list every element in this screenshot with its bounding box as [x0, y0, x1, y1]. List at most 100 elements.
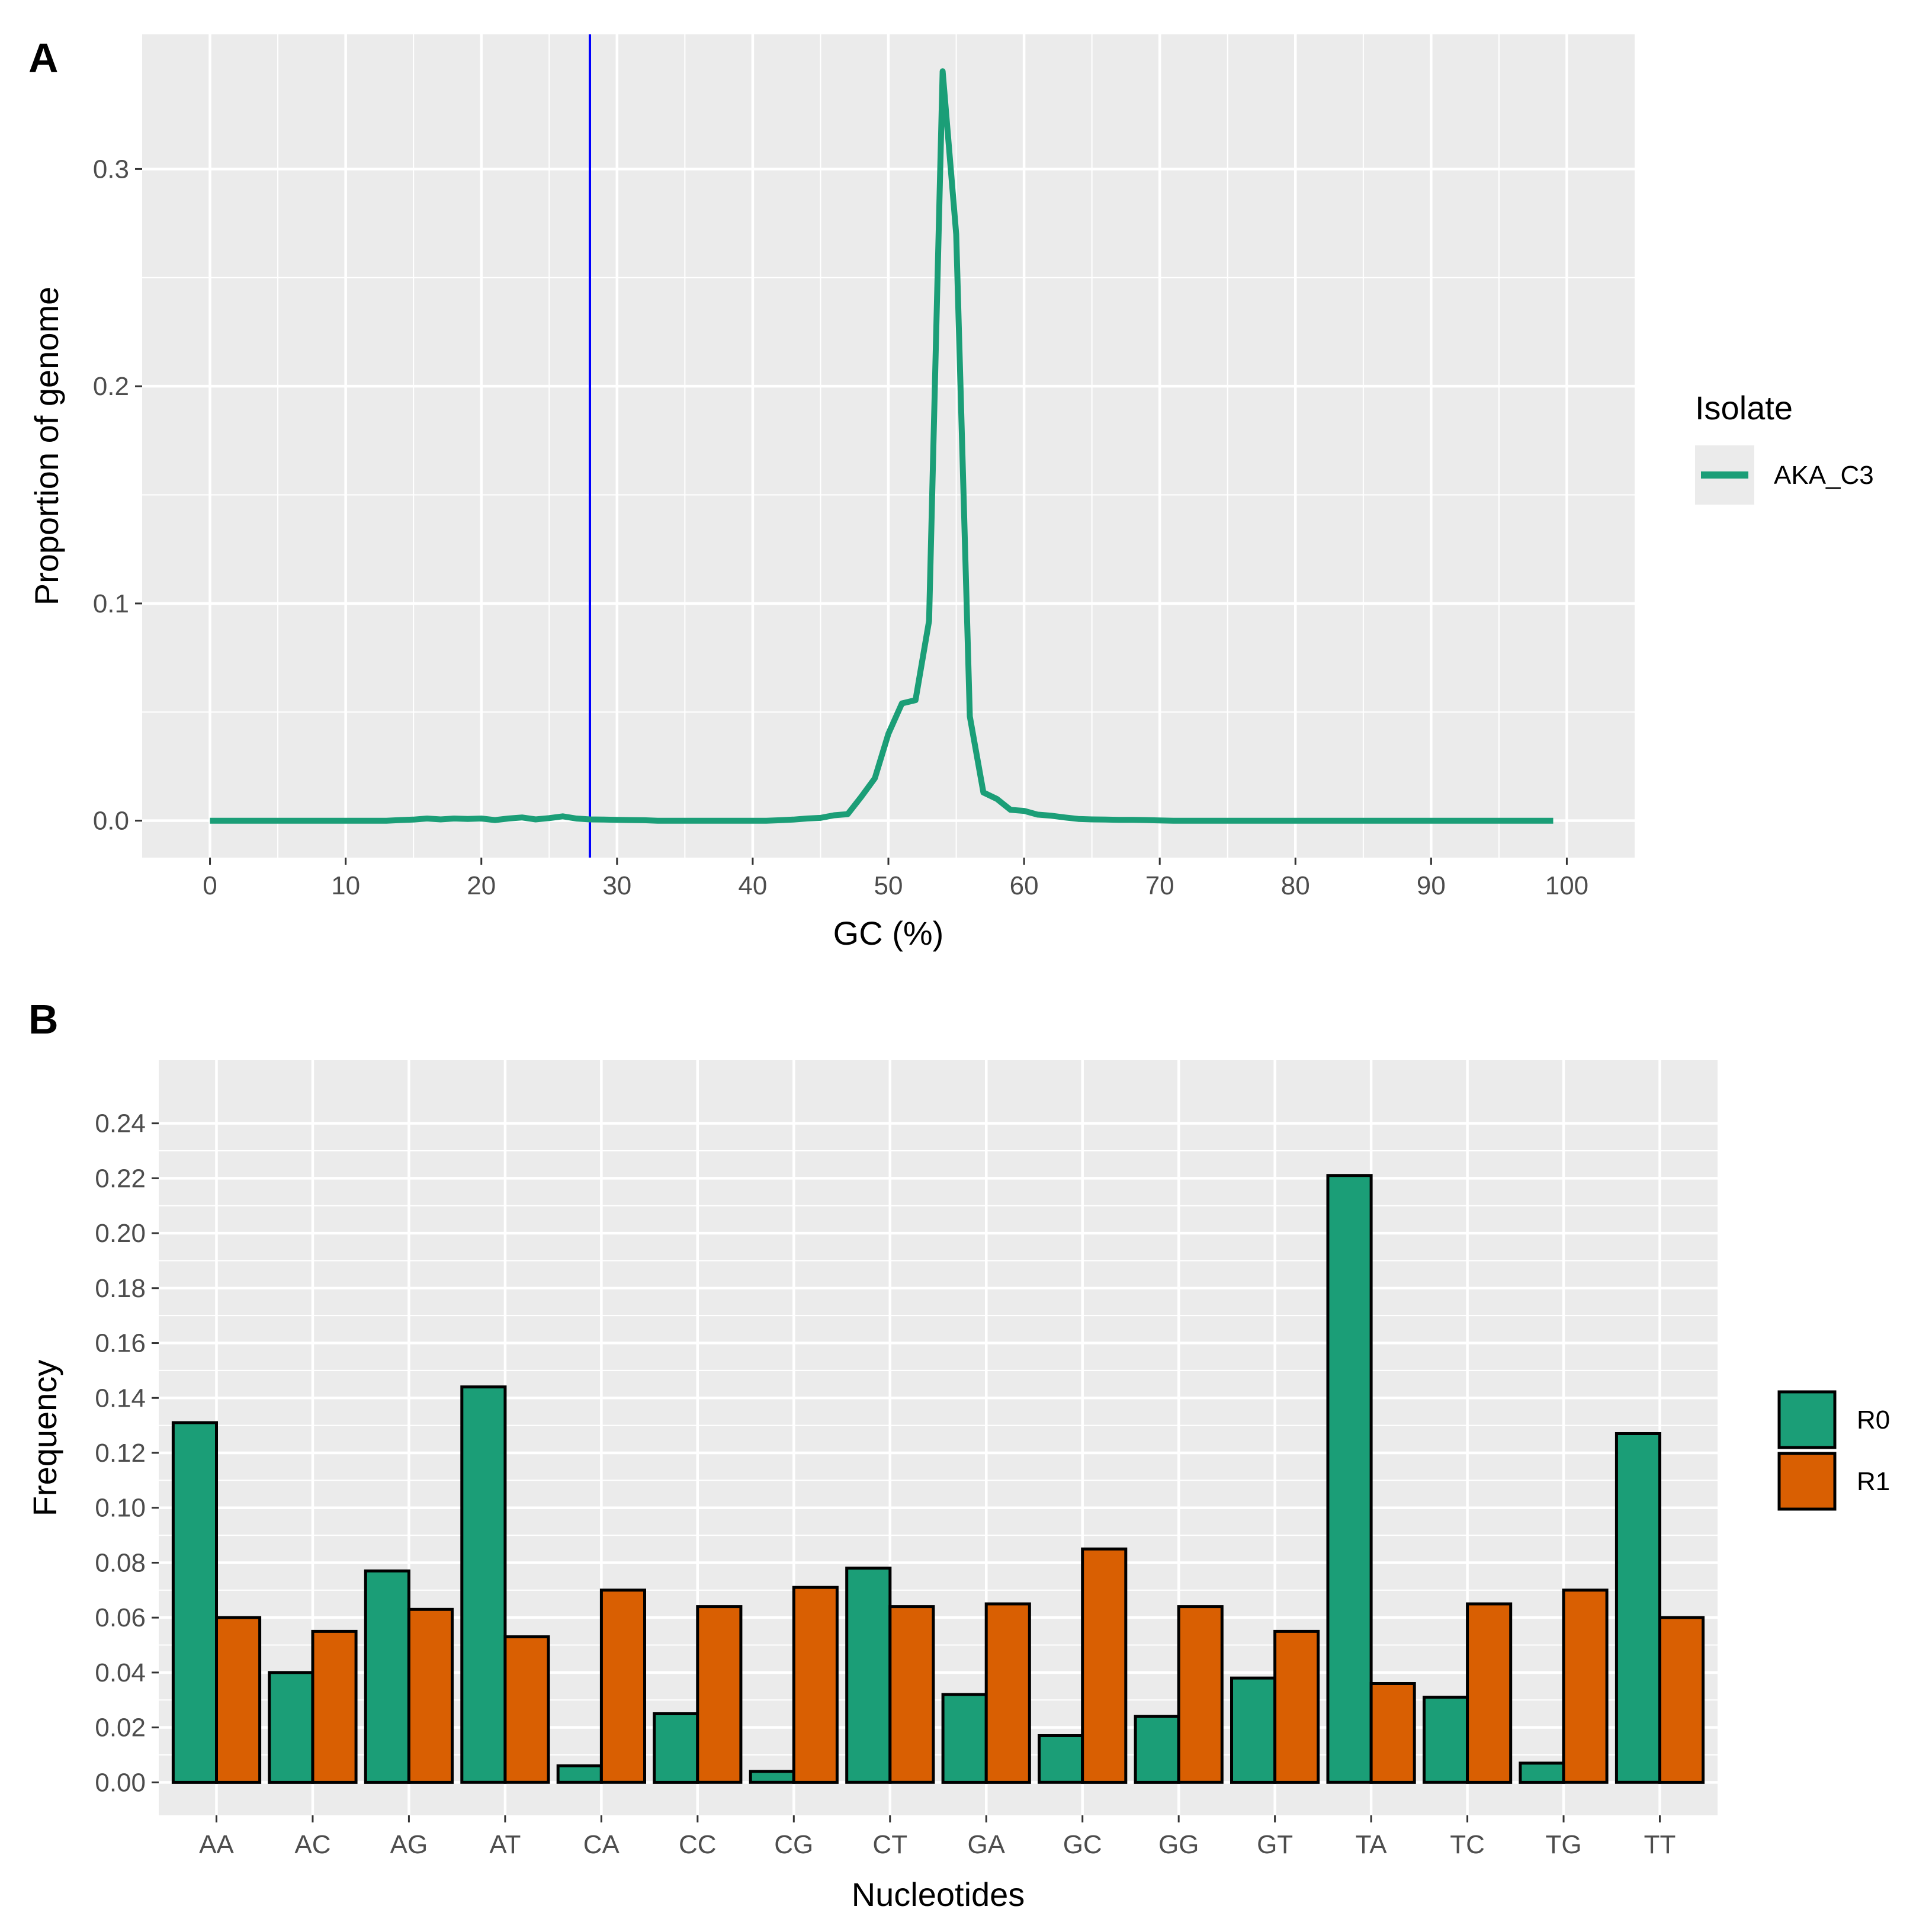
bar-r1-tt: [1658, 1616, 1705, 1784]
bar-r1-ac: [311, 1629, 358, 1784]
bar-r1-tg: [1562, 1588, 1609, 1784]
y-tick-label: 0.04: [95, 1658, 146, 1687]
panel-b-x-axis-title: Nucleotides: [852, 1876, 1025, 1913]
bar-r1-gg: [1177, 1605, 1224, 1784]
bar-r0-ga: [941, 1693, 988, 1784]
bar-r0-ca: [556, 1764, 603, 1784]
x-tick-label-at: AT: [489, 1830, 521, 1859]
x-tick-label: 70: [1145, 871, 1174, 900]
bar-r1-gt: [1273, 1629, 1320, 1784]
bar-r1-gc: [1081, 1547, 1128, 1784]
bar-r1-ta: [1369, 1682, 1416, 1784]
bar-r1-cg: [792, 1586, 839, 1784]
bar-r0-aa: [171, 1421, 218, 1784]
bar-r0-gc: [1038, 1734, 1084, 1784]
panel-b-nucleotide-frequency-chart: B AA AC AG AT CA CC CG CT GA GC GG GT TA TC TG TT 0.000…: [26, 996, 1890, 1913]
bar-r0-tt: [1615, 1432, 1661, 1784]
x-tick-label-ga: GA: [967, 1830, 1005, 1859]
panel-a-y-axis: 0.0 0.1 0.2 0.3: [93, 155, 142, 836]
bar-r1-at: [503, 1635, 550, 1784]
bar-r0-gt: [1230, 1676, 1277, 1784]
bar-r0-tc: [1423, 1696, 1469, 1784]
x-tick-label-ct: CT: [872, 1830, 907, 1859]
panel-b-x-axis: AA AC AG AT CA CC CG CT GA GC GG GT TA TC TG TT: [199, 1815, 1676, 1859]
x-tick-label-gc: GC: [1063, 1830, 1102, 1859]
x-tick-label-ca: CA: [583, 1830, 620, 1859]
bar-r1-ga: [984, 1602, 1031, 1784]
panel-a-legend-title: Isolate: [1695, 389, 1793, 426]
bar-r1-cc: [696, 1605, 743, 1784]
y-tick-label: 0.20: [95, 1219, 146, 1248]
panel-a-x-axis: 0 10 20 30 40 50 60 70 80 90 100: [203, 858, 1588, 900]
y-tick-label: 0.00: [95, 1768, 146, 1797]
x-tick-label: 50: [874, 871, 903, 900]
bar-r0-tg: [1519, 1761, 1565, 1784]
panel-b-legend: R0 R1: [1777, 1390, 1890, 1511]
x-tick-label: 30: [602, 871, 631, 900]
y-tick-label: 0.2: [93, 372, 129, 401]
x-tick-label-cc: CC: [679, 1830, 717, 1859]
bar-r0-at: [460, 1385, 507, 1784]
x-tick-label-cg: CG: [774, 1830, 813, 1859]
y-tick-label: 0.0: [93, 807, 129, 836]
x-tick-label-tg: TG: [1545, 1830, 1581, 1859]
bar-r0-ag: [364, 1569, 410, 1784]
x-tick-label-ac: AC: [294, 1830, 330, 1859]
x-tick-label: 90: [1417, 871, 1446, 900]
x-tick-label: 100: [1545, 871, 1588, 900]
y-tick-label: 0.1: [93, 589, 129, 618]
bar-r0-ac: [268, 1671, 314, 1784]
panel-a-label: A: [28, 35, 59, 81]
panel-b-y-axis-title: Frequency: [26, 1360, 63, 1517]
x-tick-label-gg: GG: [1158, 1830, 1199, 1859]
y-tick-label: 0.22: [95, 1164, 146, 1193]
panel-a-gc-content-chart: A 0 10 20 30 40 50 60 70 80 90 100 0.0 0.1 0.2 0.3 GC…: [28, 34, 1874, 952]
legend-label-aka-c3: AKA_C3: [1774, 461, 1874, 490]
x-tick-label-aa: AA: [199, 1830, 234, 1859]
x-tick-label-tt: TT: [1644, 1830, 1676, 1859]
panel-b-y-axis: 0.00 0.02 0.04 0.06 0.08 0.10 0.12 0.14 0.16 0.18…: [95, 1109, 159, 1797]
y-tick-label: 0.10: [95, 1494, 146, 1523]
x-tick-label-ta: TA: [1356, 1830, 1388, 1859]
legend-label-r0: R0: [1857, 1405, 1890, 1434]
x-tick-label: 60: [1010, 871, 1039, 900]
y-tick-label: 0.16: [95, 1329, 146, 1358]
y-tick-label: 0.12: [95, 1439, 146, 1468]
bar-r1-ca: [599, 1588, 647, 1784]
x-tick-label: 10: [331, 871, 360, 900]
panel-a-marks: [210, 34, 1553, 858]
x-tick-label: 20: [467, 871, 496, 900]
y-tick-label: 0.18: [95, 1274, 146, 1303]
panel-a-y-axis-title: Proportion of genome: [28, 287, 65, 606]
y-tick-label: 0.02: [95, 1713, 146, 1742]
bar-r1-ct: [888, 1605, 935, 1784]
legend-swatch-r1: [1777, 1452, 1837, 1511]
x-tick-label: 80: [1281, 871, 1310, 900]
y-tick-label: 0.06: [95, 1603, 146, 1632]
panel-b-label: B: [28, 996, 59, 1042]
y-tick-label: 0.24: [95, 1109, 146, 1138]
series-line-aka-c3: [210, 68, 1553, 824]
bar-r1-aa: [215, 1616, 262, 1784]
legend-swatch-r0: [1777, 1390, 1837, 1449]
legend-label-r1: R1: [1857, 1467, 1890, 1496]
panel-a-x-axis-title: GC (%): [833, 914, 944, 952]
bar-r0-cc: [653, 1712, 699, 1784]
x-tick-label-gt: GT: [1257, 1830, 1293, 1859]
bar-r1-tc: [1466, 1602, 1513, 1784]
x-tick-label-ag: AG: [390, 1830, 428, 1859]
panel-b-bars: [171, 1174, 1705, 1784]
panel-a-legend: Isolate AKA_C3: [1695, 389, 1874, 505]
y-tick-label: 0.08: [95, 1548, 146, 1577]
x-tick-label-tc: TC: [1450, 1830, 1485, 1859]
y-tick-label: 0.3: [93, 155, 129, 184]
bar-r0-ct: [845, 1567, 892, 1784]
bar-r0-gg: [1134, 1715, 1180, 1784]
x-tick-label: 0: [203, 871, 217, 900]
x-tick-label: 40: [738, 871, 767, 900]
bar-r0-cg: [749, 1770, 795, 1784]
bar-r1-ag: [407, 1607, 454, 1784]
y-tick-label: 0.14: [95, 1384, 146, 1413]
bar-r0-ta: [1326, 1174, 1373, 1784]
